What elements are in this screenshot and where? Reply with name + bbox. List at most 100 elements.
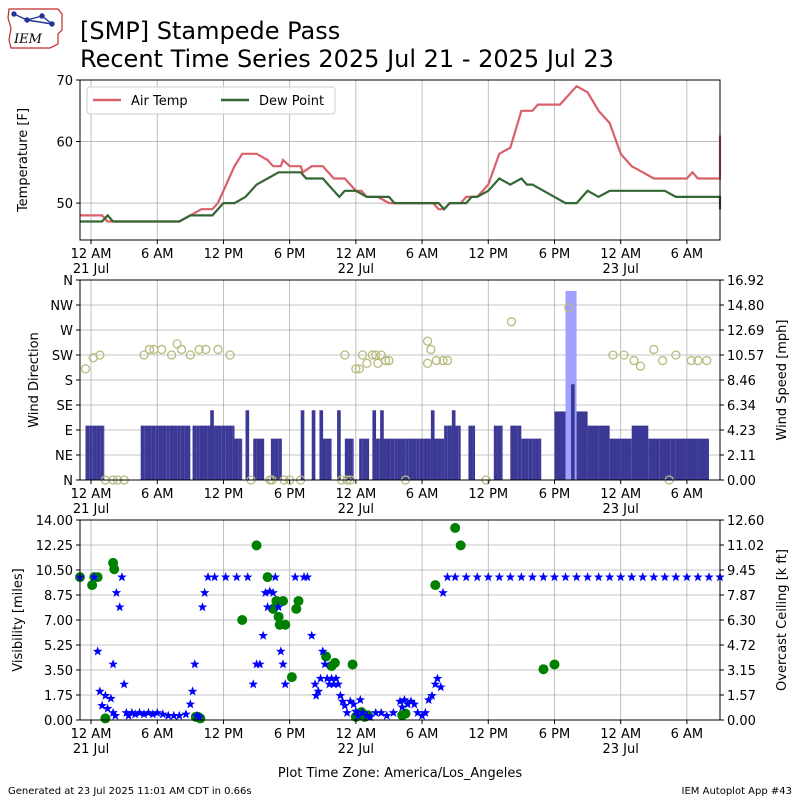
visibility-star xyxy=(92,646,103,656)
wind-speed-bar xyxy=(447,425,452,480)
wind-speed-bar xyxy=(372,410,377,480)
visibility-star xyxy=(102,703,113,713)
visibility-grid xyxy=(80,519,720,721)
wind-speed-tick-label: 10.57 xyxy=(727,349,764,364)
temperature-series xyxy=(80,84,722,223)
visibility-star xyxy=(442,572,453,582)
ceiling-point xyxy=(286,672,297,683)
wind-speed-bar xyxy=(260,438,265,480)
wind-speed-bar xyxy=(412,438,417,480)
visibility-star xyxy=(220,572,231,582)
wind-direction-point xyxy=(172,339,182,349)
visibility-tick-label: 12.25 xyxy=(36,539,73,554)
x-tick-label: 6 AM xyxy=(671,727,704,742)
wind-direction-point xyxy=(362,358,372,368)
x-tick-label: 6 AM xyxy=(406,247,439,262)
wind-speed-bar xyxy=(441,438,445,480)
visibility-star xyxy=(152,707,162,717)
wind-speed-bar xyxy=(214,425,219,480)
visibility-star xyxy=(106,693,116,703)
y-tick-label: 50 xyxy=(56,197,73,212)
x-tick-label: 6 AM xyxy=(141,727,174,742)
visibility-star xyxy=(169,710,179,720)
wind-speed-bar xyxy=(423,438,428,480)
visibility-star xyxy=(430,679,441,689)
x-tick-label: 12 PM xyxy=(204,727,244,742)
visibility-star xyxy=(260,587,271,597)
wind-speed-bar xyxy=(184,425,189,480)
wind-speed-bar xyxy=(517,425,522,480)
y-tick-label: 60 xyxy=(56,136,73,151)
wind-direction-point xyxy=(213,344,223,355)
visibility-star xyxy=(382,710,392,720)
visibility-star xyxy=(376,707,386,717)
wind-speed-bar xyxy=(188,425,191,480)
visibility-star xyxy=(231,572,242,582)
wind-direction-point xyxy=(373,358,383,368)
wind-speed-bar xyxy=(497,425,502,480)
visibility-star xyxy=(306,630,317,640)
ceiling-tick-label: 7.87 xyxy=(727,589,756,604)
wind-direction-point xyxy=(422,358,433,368)
x-tick-date-label: 21 Jul xyxy=(73,742,109,757)
x-tick-date-label: 22 Jul xyxy=(338,742,374,757)
wind-direction-point xyxy=(225,350,235,360)
wind-direction-tick-label: S xyxy=(65,374,73,389)
ceiling-point xyxy=(450,522,461,533)
visibility-star xyxy=(549,572,560,582)
wind-speed-bar xyxy=(322,438,327,480)
x-tick-label: 12 PM xyxy=(204,487,244,502)
ceiling-tick-label: 9.45 xyxy=(727,564,756,579)
ceiling-point xyxy=(251,540,262,551)
ceiling-point xyxy=(280,619,291,630)
wind-speed-bar xyxy=(100,425,104,480)
wind-speed-bar xyxy=(554,411,566,480)
wind-direction-point xyxy=(357,350,368,360)
visibility-star xyxy=(671,572,681,582)
wind-direction-ticks: N NE E SE S SW W NW N xyxy=(50,274,80,489)
x-tick-label: 6 PM xyxy=(274,487,305,502)
visibility-star xyxy=(181,709,191,719)
wind-speed-bar xyxy=(238,438,242,480)
ceiling-tick-label: 6.30 xyxy=(727,614,756,629)
wind-direction-point xyxy=(686,355,696,366)
x-axis-label: Plot Time Zone: America/Los_Angeles xyxy=(278,766,522,781)
x-tick-label: 6 AM xyxy=(671,487,704,502)
chart-title-line-1: [SMP] Stampede Pass xyxy=(80,17,340,45)
temperature-y-ticks: 50 60 70 xyxy=(56,74,80,212)
visibility-star xyxy=(340,700,350,710)
wind-direction-point xyxy=(194,344,204,355)
wind-direction-tick-label: NW xyxy=(50,299,73,314)
wind-direction-tick-label: SE xyxy=(57,399,73,414)
wind-speed-bar xyxy=(631,425,649,480)
wind-speed-bar xyxy=(337,410,341,480)
ceiling-point xyxy=(87,580,98,591)
visibility-star xyxy=(351,706,361,716)
x-tick-label: 12 AM xyxy=(335,487,376,502)
x-tick-label: 6 AM xyxy=(141,487,174,502)
visibility-ticks: 0.00 1.75 3.50 5.25 7.00 8.75 10.50 12.25 14.00 xyxy=(36,514,80,729)
wind-speed-bar xyxy=(394,438,398,480)
x-tick-label: 12 PM xyxy=(468,247,508,262)
visibility-star xyxy=(318,646,328,656)
wind-direction-point xyxy=(702,355,712,366)
wind-speed-bar xyxy=(225,425,229,480)
wind-speed-bar xyxy=(151,425,156,480)
visibility-star xyxy=(329,679,339,689)
wind-direction-tick-label: SW xyxy=(52,349,73,364)
visibility-star xyxy=(560,572,571,582)
visibility-star xyxy=(365,712,375,722)
visibility-star xyxy=(265,586,275,596)
visibility-star xyxy=(95,686,105,696)
ceiling-point xyxy=(293,595,304,606)
wind-speed-bar xyxy=(437,438,442,480)
x-tick-label: 6 AM xyxy=(406,727,439,742)
ceiling-point xyxy=(400,708,411,719)
iem-logo: IEM xyxy=(7,8,63,49)
visibility-tick-label: 0.00 xyxy=(44,714,73,729)
visibility-star xyxy=(331,673,341,683)
wind-speed-bar xyxy=(383,438,387,480)
